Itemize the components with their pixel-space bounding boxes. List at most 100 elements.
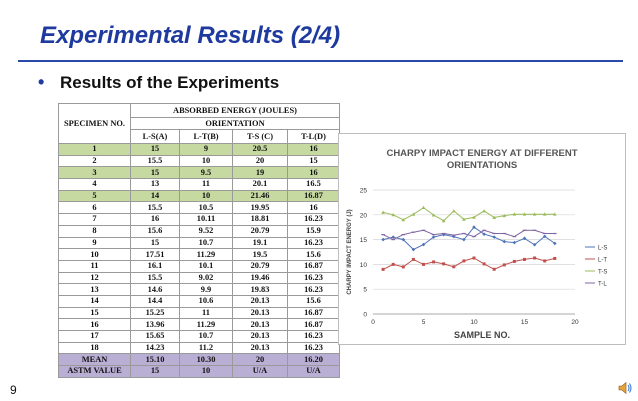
x-tick-label: 5 xyxy=(422,319,426,326)
energy-cell: 20.79 xyxy=(232,259,288,273)
energy-cell: 16.87 xyxy=(287,259,340,273)
table-row: 13 14.6 9.9 19.83 16.23 xyxy=(58,283,340,296)
specimen-cell: 17 xyxy=(58,330,131,343)
speaker-icon[interactable] xyxy=(617,380,633,396)
data-point xyxy=(533,256,537,260)
data-point xyxy=(532,212,537,216)
y-tick-label: 10 xyxy=(360,262,368,269)
table-row: 12 15.5 9.02 19.46 16.23 xyxy=(58,271,340,285)
table-row: 11 16.1 10.1 20.79 16.87 xyxy=(58,259,340,273)
energy-cell: 10 xyxy=(179,189,233,203)
specimen-cell: 16 xyxy=(58,318,131,331)
specimen-cell: 5 xyxy=(58,189,131,203)
data-point xyxy=(482,209,486,213)
data-point xyxy=(502,263,506,267)
table-row: 18 14.23 11.2 20.13 16.23 xyxy=(58,341,340,355)
energy-cell: 20.79 xyxy=(232,224,288,238)
page-number: 9 xyxy=(10,383,17,397)
table-row: 2 15.5 10 20 15 xyxy=(58,154,340,168)
orientation-header: ORIENTATION xyxy=(130,117,340,130)
energy-cell: 21.46 xyxy=(232,189,288,203)
energy-cell: 10 xyxy=(179,154,233,168)
energy-cell: 13.96 xyxy=(130,318,180,331)
energy-cell: 19.83 xyxy=(232,283,288,296)
data-point xyxy=(523,257,526,261)
data-point xyxy=(472,215,476,219)
y-tick-label: 15 xyxy=(360,237,368,244)
astm-row-cell: U/A xyxy=(287,365,340,378)
astm-row-cell: U/A xyxy=(232,365,288,378)
energy-cell: 16.87 xyxy=(287,306,340,320)
data-point xyxy=(411,212,416,216)
energy-cell: 15 xyxy=(130,143,180,156)
legend-label: T-S xyxy=(598,270,607,276)
column-header: L-S(A) xyxy=(130,129,180,144)
specimen-cell: 4 xyxy=(58,178,131,191)
chart-frame: CHARPY IMPACT ENERGY AT DIFFERENT ORIENTA… xyxy=(338,133,626,345)
table-row: 10 17.51 11.29 19.5 15.6 xyxy=(58,248,340,261)
title-divider xyxy=(18,60,623,62)
energy-cell: 16.23 xyxy=(287,271,340,285)
energy-cell: 16 xyxy=(130,213,180,226)
table-row: 5 14 10 21.46 16.87 xyxy=(58,189,340,203)
specimen-cell: 12 xyxy=(58,271,131,285)
energy-cell: 18.81 xyxy=(232,213,288,226)
table-row: 16 13.96 11.29 20.13 16.87 xyxy=(58,318,340,331)
energy-cell: 10.1 xyxy=(179,259,233,273)
data-point xyxy=(401,265,405,269)
y-tick-label: 25 xyxy=(360,188,368,195)
energy-cell: 16.87 xyxy=(287,189,340,203)
specimen-cell: 18 xyxy=(58,341,131,355)
data-point xyxy=(492,235,496,239)
energy-cell: 15.5 xyxy=(130,154,180,168)
energy-cell: 16 xyxy=(287,143,340,156)
chart-title: ORIENTATIONS xyxy=(447,160,517,171)
data-point xyxy=(492,215,496,219)
energy-cell: 11.29 xyxy=(179,318,233,331)
energy-cell: 20.13 xyxy=(232,294,288,308)
data-point xyxy=(381,210,385,214)
slide-title: Experimental Results (2/4) xyxy=(40,22,341,49)
data-point xyxy=(421,242,426,247)
table-row: 9 15 10.7 19.1 16.23 xyxy=(58,236,340,250)
series-line-l-s xyxy=(382,226,556,251)
mean-row-cell: 16.20 xyxy=(287,353,340,367)
energy-cell: 16.23 xyxy=(287,236,340,250)
energy-cell: 16.87 xyxy=(287,318,340,331)
y-tick-label: 0 xyxy=(363,312,367,319)
data-point xyxy=(391,213,395,217)
energy-cell: 20.13 xyxy=(232,330,288,343)
legend-label: T-L xyxy=(598,282,607,288)
mean-row-cell: 20 xyxy=(232,353,288,367)
data-point xyxy=(543,259,547,263)
column-header: L-T(B) xyxy=(179,129,233,144)
energy-cell: 17.51 xyxy=(130,248,180,261)
bullet-text: Results of the Experiments xyxy=(60,73,280,92)
energy-cell: 9 xyxy=(179,143,233,156)
data-point xyxy=(411,257,415,261)
energy-cell: 16 xyxy=(287,201,340,215)
data-point xyxy=(431,213,436,217)
legend-label: L-S xyxy=(598,246,607,252)
energy-cell: 10.5 xyxy=(179,201,233,215)
data-point xyxy=(553,256,557,260)
energy-cell: 15 xyxy=(130,236,180,250)
energy-cell: 15.65 xyxy=(130,330,180,343)
energy-cell: 16.23 xyxy=(287,213,340,226)
energy-cell: 19.95 xyxy=(232,201,288,215)
data-point xyxy=(502,239,507,244)
specimen-cell: 1 xyxy=(58,143,131,156)
energy-cell: 20.5 xyxy=(232,143,288,156)
data-point xyxy=(422,262,425,266)
energy-cell: 14.6 xyxy=(130,283,180,296)
astm-row-cell: ASTM VALUE xyxy=(58,365,131,378)
data-point xyxy=(512,259,516,263)
legend-label: L-T xyxy=(598,258,607,264)
data-point xyxy=(542,212,547,216)
data-point xyxy=(512,212,517,216)
x-tick-label: 10 xyxy=(470,319,478,326)
energy-cell: 14 xyxy=(130,189,180,203)
mean-row-cell: 10.30 xyxy=(179,353,233,367)
energy-cell: 11.2 xyxy=(179,341,233,355)
energy-cell: 16.23 xyxy=(287,283,340,296)
